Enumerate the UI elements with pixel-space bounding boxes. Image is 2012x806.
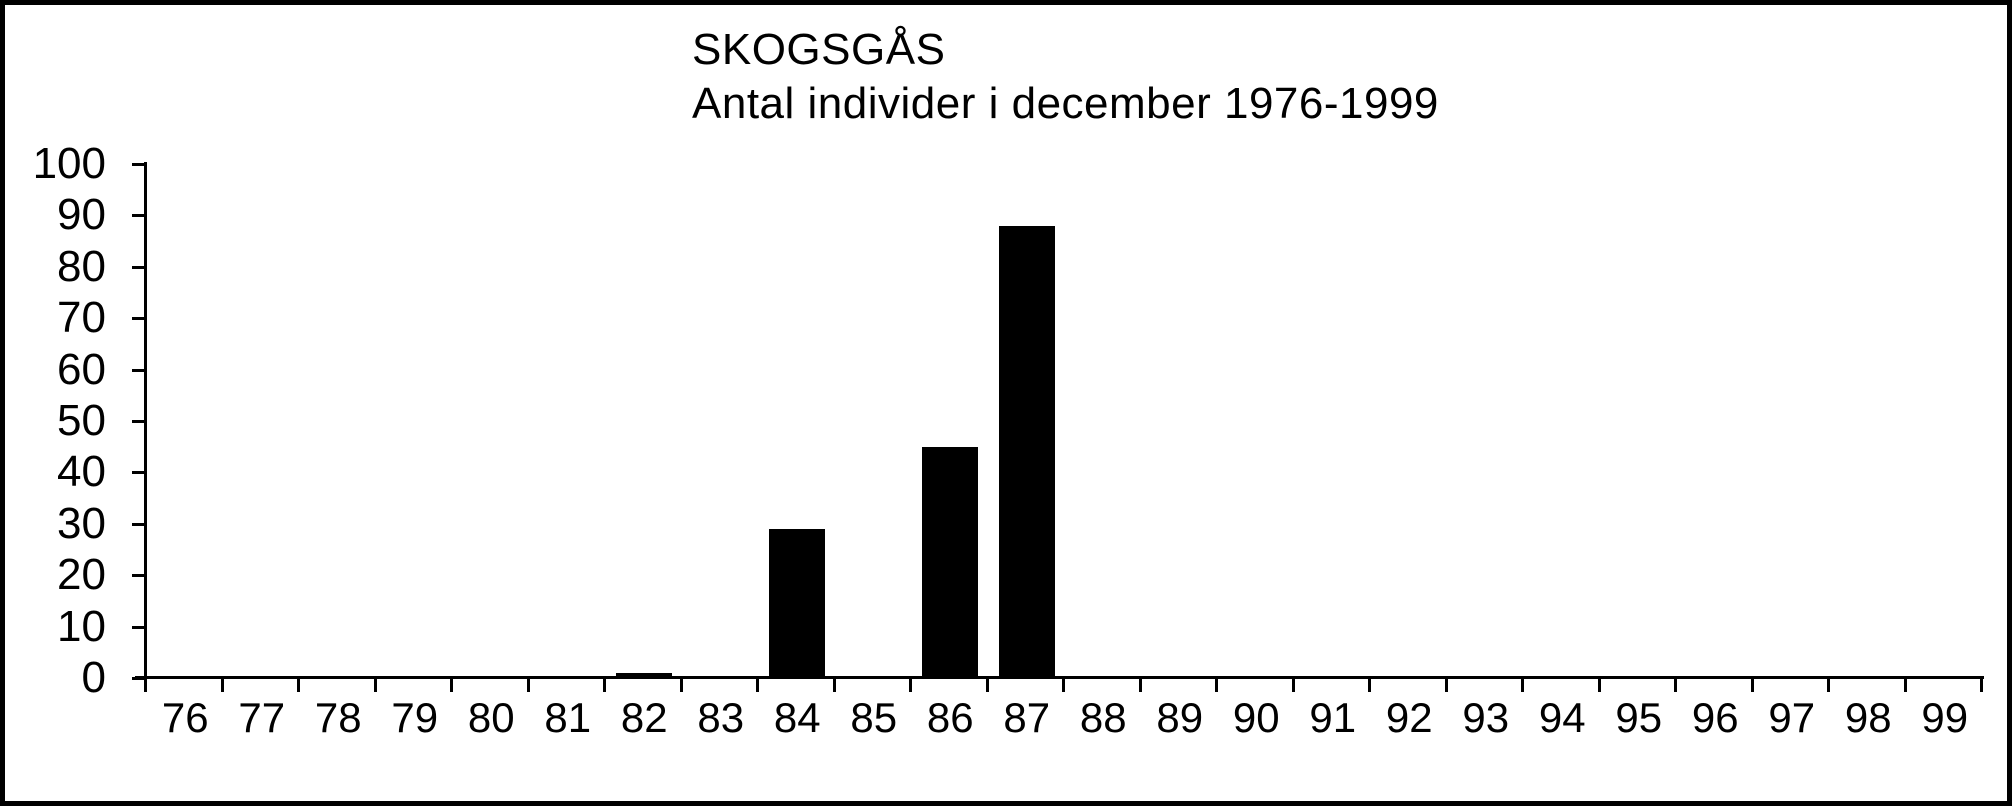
x-tick xyxy=(144,678,147,692)
x-tick xyxy=(756,678,759,692)
bar-86 xyxy=(922,446,979,678)
x-tick xyxy=(832,678,836,692)
x-axis-label: 93 xyxy=(1462,694,1510,741)
x-axis-label: 95 xyxy=(1615,694,1663,741)
x-tick xyxy=(1980,678,1983,692)
y-axis-label: 10 xyxy=(57,601,106,651)
bar-87 xyxy=(998,225,1055,678)
y-tick xyxy=(132,214,144,218)
x-tick xyxy=(1827,678,1830,692)
x-axis-label: 81 xyxy=(544,694,592,741)
x-axis-label: 99 xyxy=(1921,694,1969,741)
y-tick xyxy=(132,677,144,680)
x-tick xyxy=(603,678,606,692)
x-tick xyxy=(1750,678,1754,692)
x-axis-label: 88 xyxy=(1079,694,1127,741)
x-axis-label: 77 xyxy=(238,694,286,741)
y-tick xyxy=(132,317,144,321)
x-tick xyxy=(450,678,453,692)
x-tick xyxy=(1138,678,1142,692)
x-axis-label: 91 xyxy=(1309,694,1357,741)
y-tick xyxy=(132,265,144,269)
y-axis-label: 0 xyxy=(81,653,106,702)
chart-subtitle: Antal individer i december 1976-1999 xyxy=(692,79,1439,128)
y-axis-label: 20 xyxy=(57,550,106,600)
y-axis-line xyxy=(144,162,147,692)
x-axis-label: 87 xyxy=(1003,694,1051,741)
x-tick xyxy=(1521,678,1524,692)
x-tick xyxy=(909,678,912,692)
x-tick xyxy=(1062,678,1065,692)
y-tick xyxy=(132,420,144,423)
x-tick xyxy=(1674,678,1677,692)
y-axis-label: 40 xyxy=(57,447,106,497)
x-axis-label: 86 xyxy=(926,694,974,741)
bar-82 xyxy=(616,672,673,678)
y-axis-label: 60 xyxy=(57,344,106,394)
y-tick xyxy=(132,625,144,629)
x-tick xyxy=(985,678,989,692)
x-axis-label: 90 xyxy=(1232,694,1280,741)
x-axis-label: 84 xyxy=(773,694,821,741)
plot-area: 0 10 20 30 40 50 60 70 80 90 100 76 77 78 79 80 81 82 83 84… xyxy=(5,5,2007,801)
x-tick xyxy=(1215,678,1218,692)
x-tick xyxy=(297,678,300,692)
y-tick xyxy=(132,471,144,475)
x-tick xyxy=(220,678,224,692)
x-axis-label: 92 xyxy=(1385,694,1433,741)
x-axis-label: 83 xyxy=(697,694,745,741)
y-axis-label: 50 xyxy=(57,396,106,445)
y-tick xyxy=(132,163,144,166)
x-tick xyxy=(1597,678,1601,692)
bar-84 xyxy=(769,528,826,678)
x-axis-label: 80 xyxy=(467,694,515,741)
x-tick xyxy=(526,678,530,692)
x-tick xyxy=(1444,678,1448,692)
chart-title-block: SKOGSGÅS Antal individer i december 1976… xyxy=(692,23,1439,131)
x-tick xyxy=(373,678,377,692)
x-tick xyxy=(1903,678,1907,692)
x-axis-label: 94 xyxy=(1538,694,1586,741)
y-tick xyxy=(132,368,144,372)
y-axis-label: 100 xyxy=(32,139,106,188)
x-tick xyxy=(1291,678,1295,692)
y-axis-label: 70 xyxy=(57,293,106,343)
x-axis-label: 79 xyxy=(391,694,439,741)
y-axis-label: 30 xyxy=(57,498,106,548)
x-axis-label: 85 xyxy=(850,694,898,741)
x-tick xyxy=(1368,678,1371,692)
y-axis-label: 80 xyxy=(57,241,106,291)
x-axis-label: 82 xyxy=(620,694,668,741)
x-axis-line xyxy=(135,676,1984,679)
x-axis-label: 98 xyxy=(1844,694,1892,741)
x-axis-label: 78 xyxy=(314,694,362,741)
y-tick xyxy=(132,574,144,578)
x-axis-label: 96 xyxy=(1691,694,1739,741)
y-tick xyxy=(132,522,144,526)
chart-title: SKOGSGÅS xyxy=(692,25,946,74)
x-tick xyxy=(679,678,683,692)
x-axis-label: 89 xyxy=(1156,694,1204,741)
y-axis-label: 90 xyxy=(57,190,106,240)
x-axis-label: 76 xyxy=(161,694,209,741)
x-axis-label: 97 xyxy=(1768,694,1816,741)
